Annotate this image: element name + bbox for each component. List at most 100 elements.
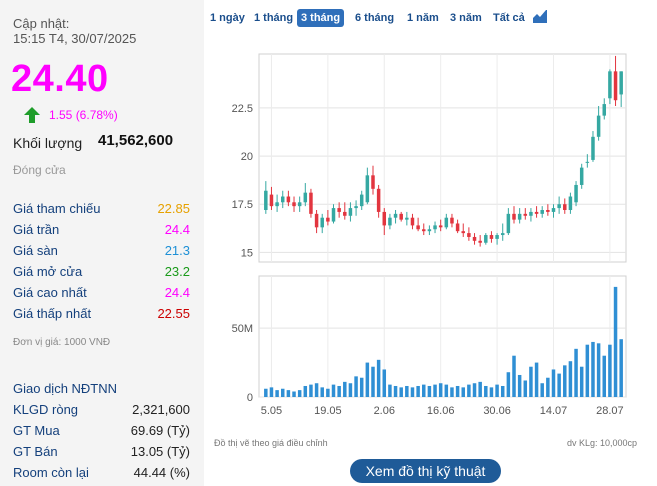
price-pane-frame xyxy=(258,53,627,263)
tab-3-months[interactable]: 3 tháng xyxy=(297,9,345,27)
candle-body xyxy=(506,213,511,234)
volume-bar xyxy=(512,355,516,397)
candle xyxy=(427,225,432,236)
foreign-row-label: GT Bán xyxy=(13,444,58,459)
update-time: 15:15 T4, 30/07/2025 xyxy=(13,31,137,46)
tab-1-year[interactable]: 1 năm xyxy=(407,12,439,24)
candle xyxy=(264,181,268,214)
candle xyxy=(484,233,488,245)
candle-body xyxy=(546,210,550,212)
foreign-row-value: 13.05 (Tỷ) xyxy=(130,444,190,459)
candle xyxy=(574,181,578,207)
volume-bar xyxy=(450,387,454,397)
candle-body xyxy=(450,217,454,224)
price-row-label: Giá thấp nhất xyxy=(13,306,92,321)
candle xyxy=(303,183,308,207)
price-unit-note: Đơn vị giá: 1000 VNĐ xyxy=(13,337,111,348)
volume-bar xyxy=(551,369,556,397)
candle-body xyxy=(484,235,488,243)
volume-bar xyxy=(608,344,612,397)
volume-bar xyxy=(472,383,477,397)
volume-bar xyxy=(354,376,358,397)
volume-bar xyxy=(540,383,544,397)
tab-1-month[interactable]: 1 tháng xyxy=(254,12,294,24)
candle-body xyxy=(348,208,353,216)
candle-body xyxy=(568,196,573,210)
tab-6-months[interactable]: 6 tháng xyxy=(355,12,395,24)
candle-body xyxy=(297,202,302,207)
candle xyxy=(331,204,336,224)
date-tick-label: 5.05 xyxy=(261,405,282,417)
candle-body xyxy=(264,190,268,210)
tab-1-day[interactable]: 1 ngày xyxy=(210,12,245,24)
update-label: Cập nhật: xyxy=(13,16,70,31)
candle xyxy=(455,219,460,234)
volume-bar xyxy=(343,381,347,397)
foreign-row-value: 69.69 (Tỷ) xyxy=(130,423,190,438)
volume-bar xyxy=(517,374,522,397)
foreign-row-label: KLGD ròng xyxy=(13,402,79,417)
candle-body xyxy=(478,240,482,243)
price-row-value: 22.55 xyxy=(157,306,190,321)
price-row-label: Giá mở cửa xyxy=(13,264,83,279)
volume-bar xyxy=(269,387,274,397)
price-row-value: 24.4 xyxy=(164,222,190,237)
volume-bar xyxy=(478,381,482,397)
candle-body xyxy=(517,213,522,220)
candle-body xyxy=(280,196,285,203)
price-row-label: Giá tham chiếu xyxy=(13,201,101,216)
price-tick-label: 15 xyxy=(241,247,253,259)
candle-body xyxy=(602,104,607,116)
candle xyxy=(557,196,561,214)
price-tick-label: 20 xyxy=(241,151,253,163)
volume-bar xyxy=(444,384,449,397)
candle-body xyxy=(585,161,590,163)
volume-bar xyxy=(422,384,426,397)
date-tick-label: 2.06 xyxy=(374,405,395,417)
candle xyxy=(275,194,279,212)
candle-body xyxy=(393,213,398,218)
candle xyxy=(568,192,573,214)
candle-body xyxy=(309,192,313,214)
candle xyxy=(326,210,330,226)
candle-body xyxy=(399,213,403,220)
volume-bar xyxy=(427,385,432,397)
area-chart-icon[interactable] xyxy=(533,9,547,23)
volume-bar xyxy=(467,384,471,397)
price-tick-label: 22.5 xyxy=(232,103,253,115)
price-volume-chart: 15 17.5 20 22.5 0 50M 5.05 19.05 2.06 16.06 30.06 1… xyxy=(232,53,627,417)
price-row: Giá tham chiếu 22.85 xyxy=(13,201,190,221)
foreign-row: KLGD ròng 2,321,600 xyxy=(13,402,190,422)
volume-bar xyxy=(314,383,319,397)
tab-3-years[interactable]: 3 năm xyxy=(450,12,482,24)
candle-body xyxy=(512,213,516,220)
volume-bar xyxy=(309,384,313,397)
volume-bar xyxy=(337,385,341,397)
candle xyxy=(422,223,426,236)
candle xyxy=(410,213,415,230)
candle-body xyxy=(292,202,296,207)
volume-bar xyxy=(579,366,584,397)
candle-body xyxy=(303,192,308,203)
foreign-row: GT Mua 69.69 (Tỷ) xyxy=(13,423,190,443)
candle-body xyxy=(275,202,279,207)
technical-chart-button[interactable]: Xem đồ thị kỹ thuật xyxy=(350,459,501,483)
candle xyxy=(517,208,522,224)
volume-bar xyxy=(534,362,539,397)
volume-bar xyxy=(433,384,437,397)
candle xyxy=(450,213,454,228)
candle xyxy=(292,196,296,212)
candle xyxy=(320,213,324,234)
candle xyxy=(280,190,285,209)
candle xyxy=(546,204,550,216)
candle xyxy=(495,233,499,245)
candle xyxy=(619,71,623,107)
tab-all[interactable]: Tất cả xyxy=(493,12,525,24)
candle xyxy=(337,202,341,218)
candle xyxy=(613,55,618,106)
candle xyxy=(309,188,313,218)
price-row-value: 22.85 xyxy=(157,201,190,216)
volume-bar xyxy=(529,366,533,397)
volume-bar xyxy=(303,385,308,397)
date-tick-label: 30.06 xyxy=(483,405,511,417)
